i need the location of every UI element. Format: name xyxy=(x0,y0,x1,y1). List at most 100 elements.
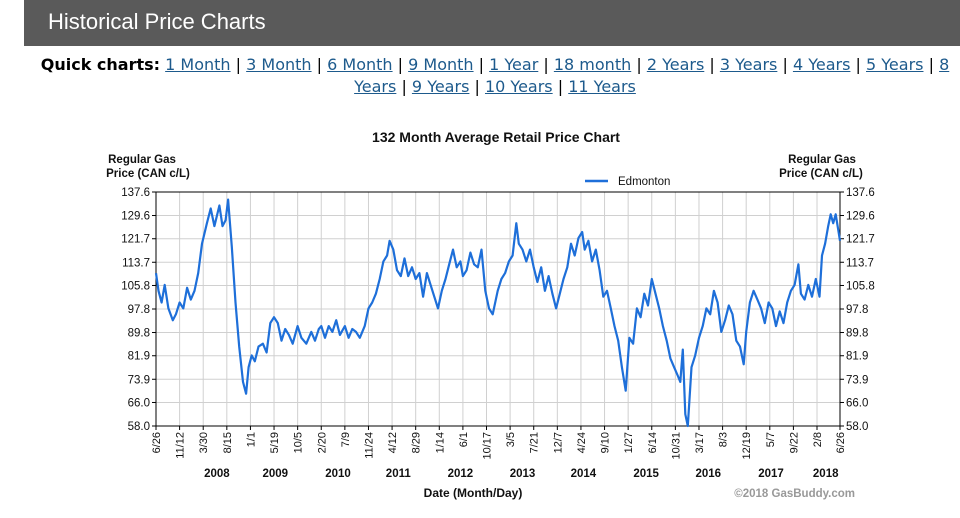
link-separator: | xyxy=(782,55,788,74)
quick-chart-link[interactable]: 2 Years xyxy=(646,55,705,74)
y-tick-label-right: 89.8 xyxy=(846,328,868,340)
x-tick-label: 4/24 xyxy=(576,432,588,453)
quick-chart-link[interactable]: 1 Month xyxy=(165,55,231,74)
y-tick-label-left: 81.9 xyxy=(128,351,150,363)
y-tick-label-right: 81.9 xyxy=(846,351,868,363)
chart-grid xyxy=(155,191,841,427)
y-tick-label-left: 129.6 xyxy=(121,211,150,223)
x-tick-label: 5/19 xyxy=(269,432,281,453)
quick-charts-label: Quick charts: xyxy=(40,55,161,74)
quick-chart-link[interactable]: 6 Month xyxy=(327,55,393,74)
quick-chart-link[interactable]: 3 Years xyxy=(719,55,778,74)
link-separator: | xyxy=(397,55,404,74)
page-header: Historical Price Charts xyxy=(24,0,960,46)
x-tick-label: 1/27 xyxy=(623,432,635,453)
y-tick-label-right: 105.8 xyxy=(846,280,875,292)
link-separator: | xyxy=(235,55,242,74)
copyright-text: ©2018 GasBuddy.com xyxy=(734,488,855,500)
link-separator: | xyxy=(855,55,861,74)
quick-chart-link[interactable]: 4 Years xyxy=(792,55,851,74)
y-tick-label-right: 58.0 xyxy=(846,421,868,433)
quick-chart-link[interactable]: 10 Years xyxy=(484,76,553,96)
y-tick-label-left: 73.9 xyxy=(128,374,150,386)
link-separator: | xyxy=(636,55,642,74)
year-label: 2008 xyxy=(204,468,230,480)
x-tick-label: 10/5 xyxy=(293,432,305,453)
y-axis-label-right-line1: Regular Gas xyxy=(788,154,856,166)
year-label: 2018 xyxy=(813,468,839,480)
year-label: 2010 xyxy=(325,468,351,480)
x-tick-label: 6/26 xyxy=(151,432,163,453)
quick-charts-links: 1 Month | 3 Month | 6 Month | 9 Month | … xyxy=(165,55,949,96)
x-tick-label: 10/17 xyxy=(482,432,494,460)
chart-title: 132 Month Average Retail Price Chart xyxy=(372,129,620,145)
chart-axes: 58.0 58.0 66.0 66.0 73.9 73.9 81.9 81.9 89.8 89.8… xyxy=(121,187,875,480)
x-tick-label: 2/20 xyxy=(316,432,328,453)
quick-chart-link[interactable]: 5 Years xyxy=(866,55,924,74)
link-separator: | xyxy=(316,55,323,74)
series-line-edmonton xyxy=(154,198,842,428)
year-label: 2016 xyxy=(695,468,721,480)
quick-chart-link[interactable]: 9 Years xyxy=(411,76,470,96)
x-tick-label: 8/3 xyxy=(718,432,730,447)
x-tick-label: 9/10 xyxy=(600,432,612,453)
y-tick-label-right: 121.7 xyxy=(846,234,875,246)
x-tick-label: 11/12 xyxy=(175,432,187,459)
year-label: 2012 xyxy=(448,468,474,480)
year-label: 2011 xyxy=(386,468,412,480)
year-label: 2009 xyxy=(262,468,288,480)
y-tick-label-left: 105.8 xyxy=(121,280,150,292)
y-axis-label-right-line2: Price (CAN c/L) xyxy=(779,168,863,180)
quick-chart-link[interactable]: 8 Years xyxy=(354,55,950,96)
quick-chart-link[interactable]: 11 Years xyxy=(568,76,636,96)
x-tick-label: 11/24 xyxy=(363,432,375,459)
x-tick-label: 2/8 xyxy=(812,432,824,447)
link-separator: | xyxy=(474,76,480,96)
quick-chart-link[interactable]: 1 Year xyxy=(489,55,539,74)
y-tick-label-right: 113.7 xyxy=(846,257,874,269)
year-label: 2013 xyxy=(510,468,536,480)
quick-chart-link[interactable]: 18 month xyxy=(553,55,632,74)
y-tick-label-left: 113.7 xyxy=(122,257,150,269)
y-tick-label-left: 121.7 xyxy=(121,234,150,246)
y-tick-label-left: 97.8 xyxy=(128,304,150,316)
x-tick-label: 12/19 xyxy=(741,432,753,460)
y-tick-label-right: 129.6 xyxy=(846,211,875,223)
x-tick-label: 3/5 xyxy=(505,432,517,447)
year-label: 2014 xyxy=(571,468,597,480)
quick-chart-link[interactable]: 3 Month xyxy=(246,55,312,74)
x-tick-label: 6/1 xyxy=(458,432,470,447)
legend-label: Edmonton xyxy=(618,176,670,188)
y-axis-label-left-line1: Regular Gas xyxy=(108,154,176,166)
year-label: 2017 xyxy=(758,468,784,480)
link-separator: | xyxy=(401,76,407,96)
quick-charts-bar: Quick charts: 1 Month | 3 Month | 6 Mont… xyxy=(40,54,950,97)
y-tick-label-right: 137.6 xyxy=(846,187,875,199)
link-separator: | xyxy=(557,76,564,96)
x-tick-label: 5/7 xyxy=(765,432,777,447)
y-tick-label-left: 137.6 xyxy=(121,187,150,199)
y-axis-label-left-line2: Price (CAN c/L) xyxy=(106,168,190,180)
x-tick-label: 3/17 xyxy=(694,432,706,453)
x-axis-label: Date (Month/Day) xyxy=(424,486,523,500)
x-tick-label: 1/14 xyxy=(434,432,446,453)
x-tick-label: 6/14 xyxy=(647,432,659,453)
link-separator: | xyxy=(928,55,934,74)
x-tick-label: 8/29 xyxy=(411,432,423,453)
y-tick-label-right: 66.0 xyxy=(846,397,868,409)
x-tick-label: 7/9 xyxy=(340,432,352,447)
quick-chart-link[interactable]: 9 Month xyxy=(408,55,474,74)
x-tick-label: 6/26 xyxy=(835,432,847,453)
x-tick-label: 7/21 xyxy=(529,432,541,453)
y-tick-label-right: 73.9 xyxy=(846,374,868,386)
y-tick-label-left: 89.8 xyxy=(128,328,150,340)
y-tick-label-left: 66.0 xyxy=(128,397,150,409)
x-tick-label: 3/30 xyxy=(198,432,210,453)
year-label: 2015 xyxy=(633,468,659,480)
link-separator: | xyxy=(478,55,485,74)
y-tick-label-left: 58.0 xyxy=(128,421,150,433)
x-tick-label: 8/15 xyxy=(222,432,234,453)
link-separator: | xyxy=(709,55,715,74)
y-tick-label-right: 97.8 xyxy=(846,304,868,316)
